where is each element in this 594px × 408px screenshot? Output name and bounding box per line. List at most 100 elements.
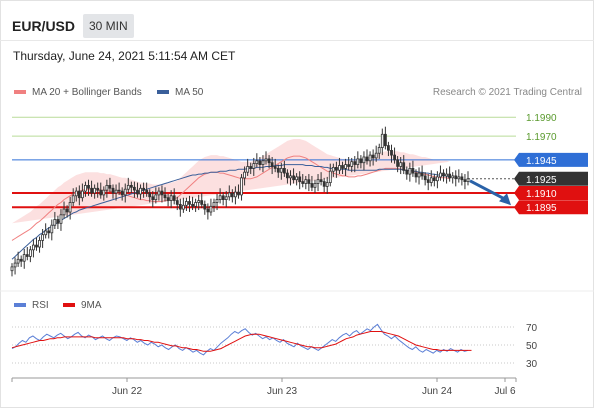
candle-body [322, 181, 326, 187]
candle-body [276, 167, 280, 173]
candle-body [353, 161, 357, 165]
candle-body [230, 192, 234, 198]
candle-body [53, 219, 57, 226]
candle-body [249, 166, 253, 169]
candle-body [41, 234, 44, 241]
rsi-tick-30: 30 [526, 359, 538, 370]
forecast-arrow-shaft [469, 179, 506, 201]
candle-body [81, 190, 84, 199]
legend-rsi: RSI [14, 300, 49, 311]
candle-body [463, 179, 467, 182]
candle-body [304, 179, 308, 184]
candle-body [414, 172, 418, 178]
candle-body [184, 201, 188, 206]
candle-body [74, 190, 78, 197]
candle-body [50, 224, 54, 234]
timeframe-badge[interactable]: 30 MIN [83, 14, 134, 38]
candle-body [356, 158, 360, 165]
candle-body [344, 164, 348, 169]
candle-body [99, 189, 103, 196]
legend-9ma-label: 9MA [81, 300, 102, 311]
candle-body [237, 191, 240, 196]
x-tick-label: Jul 6 [494, 386, 516, 397]
x-tick-label: Jun 24 [422, 386, 452, 397]
candle-body [411, 167, 415, 174]
candle-body [166, 197, 170, 201]
level-label-1.1895: 1.1895 [526, 203, 557, 214]
candle-body [105, 184, 109, 191]
candle-body [221, 195, 225, 201]
candle-body [279, 167, 283, 173]
candle-body [466, 178, 470, 183]
candle-body [16, 258, 20, 264]
candles [10, 126, 470, 277]
candle-body [47, 230, 51, 234]
candle-body [129, 184, 133, 188]
candle-body [87, 184, 90, 189]
candle-body [310, 183, 314, 188]
candle-body [448, 173, 452, 179]
candle-body [350, 161, 354, 167]
candle-body [172, 195, 176, 201]
candle-body [136, 189, 139, 195]
candle-body [338, 165, 341, 171]
candle-body [341, 165, 344, 169]
ma9-swatch [63, 303, 75, 308]
level-tag-1.1910 [514, 186, 588, 200]
candle-body [289, 175, 292, 179]
candle-body [35, 244, 38, 248]
candle-body [206, 208, 210, 213]
candle-body [273, 166, 277, 169]
candle-body [258, 160, 262, 166]
candle-body [429, 177, 433, 183]
candle-body [270, 162, 274, 167]
candle-body [215, 199, 219, 203]
candle-body [362, 156, 366, 164]
candle-body [359, 158, 363, 164]
candle-body [374, 152, 378, 159]
candle-body [368, 154, 372, 162]
candle-body [151, 196, 155, 201]
rsi-swatch [14, 303, 26, 308]
ma20-swatch [14, 90, 26, 95]
candle-body [62, 208, 66, 216]
candle-body [188, 201, 191, 205]
candle-body [203, 203, 207, 210]
timestamp: Thursday, June 24, 2021 5:11:54 AM CET [13, 49, 236, 63]
legend-ma50-label: MA 50 [175, 87, 204, 98]
candle-body [292, 175, 296, 181]
candle-body [163, 194, 167, 199]
candle-body [432, 177, 436, 182]
candle-body [132, 186, 136, 191]
candle-body [191, 203, 195, 207]
candle-body [408, 167, 412, 175]
candle-body [405, 169, 409, 175]
forecast-arrow-head [499, 193, 511, 206]
candle-body [157, 190, 161, 196]
legend-ma20: MA 20 + Bollinger Bands [14, 87, 142, 98]
candle-body [28, 249, 32, 257]
level-label-1.1945: 1.1945 [526, 156, 557, 167]
candle-body [316, 179, 320, 184]
legend-9ma: 9MA [63, 300, 102, 311]
candle-body [197, 200, 201, 203]
candle-body [10, 266, 14, 272]
level-label-1.1910: 1.1910 [526, 189, 557, 200]
candle-body [460, 176, 464, 181]
candle-body [117, 189, 121, 192]
legend-ma50: MA 50 [157, 87, 203, 98]
candle-body [423, 175, 427, 181]
candle-body [282, 167, 286, 174]
candle-body [32, 244, 35, 251]
candle-body [148, 192, 152, 198]
candle-body [255, 160, 259, 165]
candle-body [209, 205, 213, 213]
x-tick-label: Jun 22 [112, 386, 142, 397]
candle-body [111, 187, 115, 194]
candle-body [233, 191, 237, 198]
candle-body [142, 187, 146, 191]
level-label-1.1970: 1.1970 [526, 132, 557, 143]
candle-body [13, 262, 17, 268]
candle-body [181, 204, 185, 210]
